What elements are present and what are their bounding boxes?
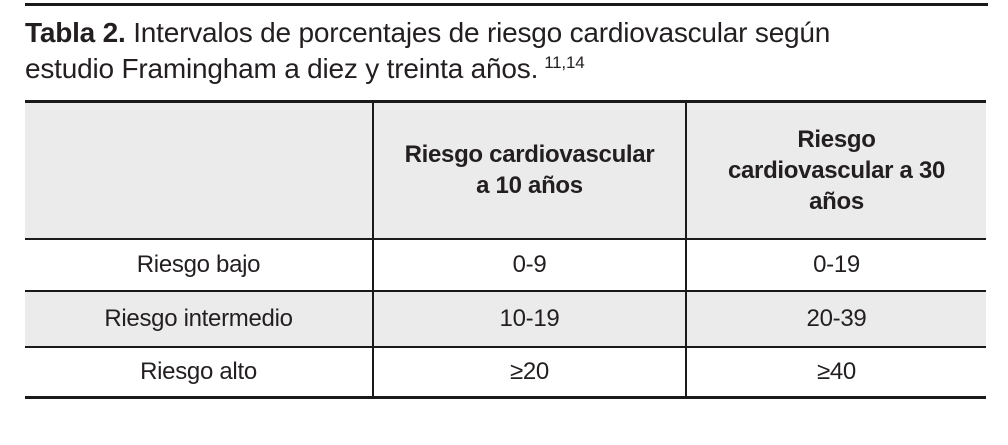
- table-caption-line1: Intervalos de porcentajes de riesgo card…: [133, 17, 831, 48]
- value-risk-10y: 10-19: [372, 289, 686, 347]
- value-risk-10y: ≥20: [372, 345, 686, 398]
- table-row-riesgo-alto: Riesgo alto ≥20 ≥40: [25, 345, 986, 398]
- table-row-riesgo-bajo: Riesgo bajo 0-9 0-19: [25, 237, 986, 291]
- row-label: Riesgo intermedio: [25, 289, 373, 347]
- top-rule: [25, 3, 988, 6]
- table-caption-number: Tabla 2.: [25, 17, 126, 48]
- value-risk-10y: 0-9: [372, 237, 686, 291]
- value-risk-30y: ≥40: [685, 345, 986, 398]
- value-risk-30y: 20-39: [685, 289, 986, 347]
- caption-reference-numbers: 11,14: [544, 52, 585, 72]
- header-row: Riesgo cardiovascular a 10 años Riesgo c…: [25, 101, 986, 239]
- row-label: Riesgo bajo: [25, 237, 373, 291]
- value-risk-30y: 0-19: [685, 237, 986, 291]
- header-cell-empty: [25, 101, 373, 239]
- table-caption-line2: estudio Framingham a diez y treinta años…: [25, 53, 539, 84]
- header-cell-risk-30y: Riesgo cardiovascular a 30 años: [685, 101, 986, 239]
- header-cell-risk-10y: Riesgo cardiovascular a 10 años: [372, 101, 686, 239]
- row-label: Riesgo alto: [25, 345, 373, 398]
- table-caption: Tabla 2. Intervalos de porcentajes de ri…: [25, 15, 995, 87]
- table-row-riesgo-intermedio: Riesgo intermedio 10-19 20-39: [25, 289, 986, 347]
- risk-intervals-table: Riesgo cardiovascular a 10 años Riesgo c…: [25, 100, 986, 399]
